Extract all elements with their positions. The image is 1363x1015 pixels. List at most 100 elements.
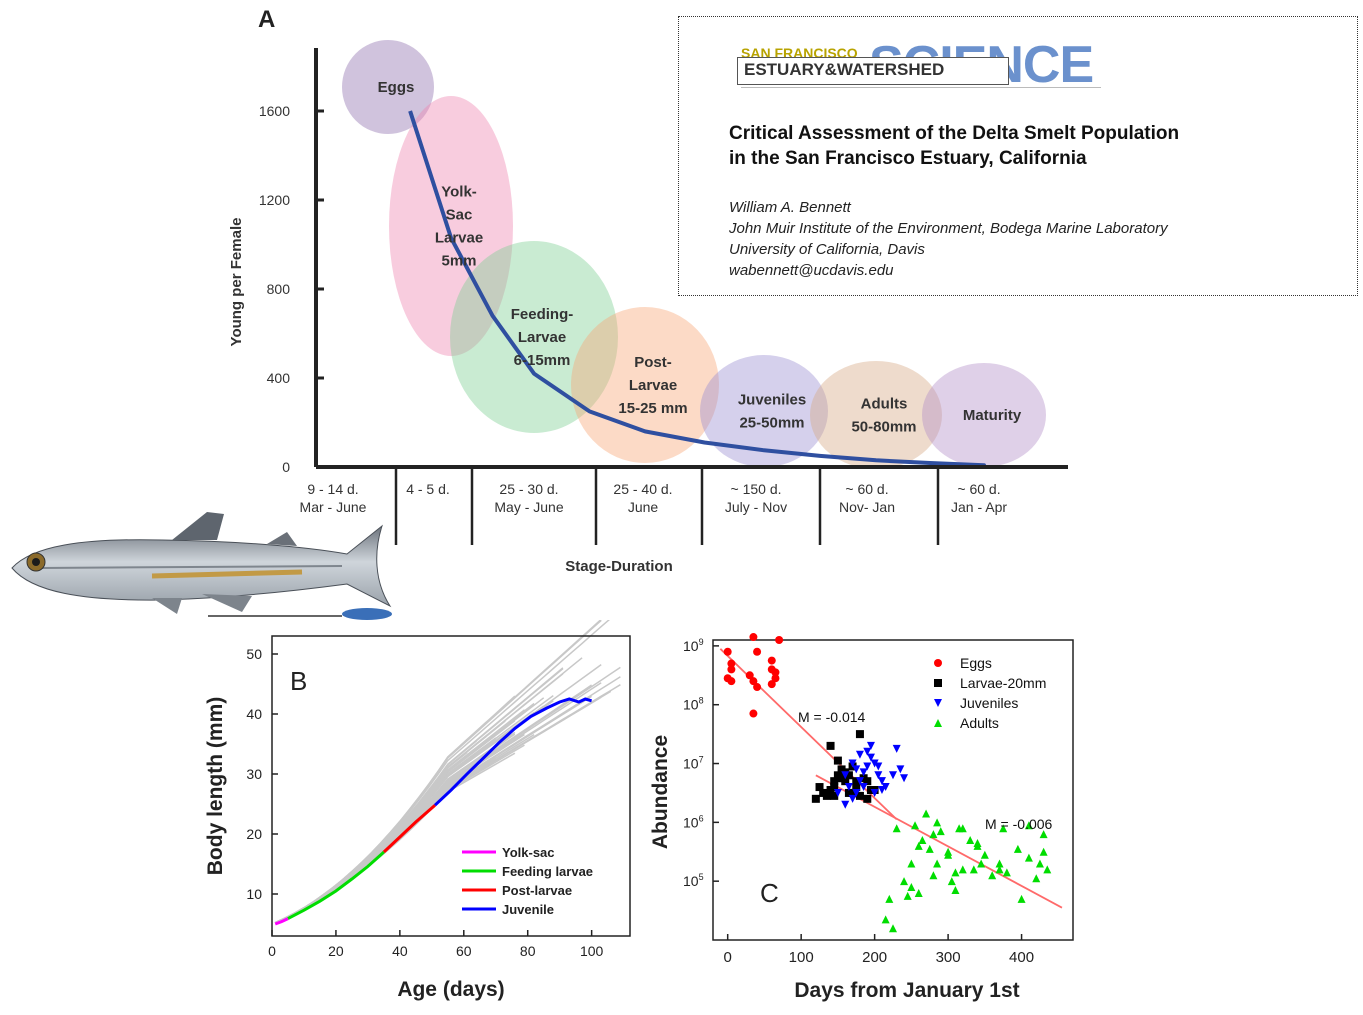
data-point [922,809,931,818]
paper-citation-card: SCIENCE SAN FRANCISCO ESTUARY&WATERSHED … [678,16,1358,296]
y-tick-label: 400 [267,370,291,386]
stage-duration: ~ 60 d. [845,481,888,497]
stage-label: Adults [861,396,908,413]
stage-label: 6-15mm [514,352,571,369]
data-point [874,771,883,780]
series-line [274,917,289,926]
author-affiliation-2: University of California, Davis [729,241,925,258]
logo-estuary-watershed: ESTUARY&WATERSHED [744,60,945,79]
y-tick-label: 800 [267,281,291,297]
stage-bubble [571,307,719,463]
y-tick-label: 50 [246,646,262,662]
y-tick-label: 40 [246,706,262,722]
data-point [815,783,824,792]
data-point [958,865,967,874]
stage-bubble [450,241,618,433]
data-point [934,679,942,687]
data-point [1013,844,1022,853]
data-point [1039,830,1048,839]
data-point [837,774,846,783]
data-point [999,824,1008,833]
legend-label: Post-larvae [502,883,572,898]
data-point [863,762,872,771]
individual-trajectory [274,702,535,924]
x-tick-label: 0 [268,943,276,959]
data-point [951,886,960,894]
series-line [433,697,593,807]
y-tick-label: 30 [246,766,262,782]
data-point [947,877,956,886]
data-point [855,750,864,759]
data-point [988,871,997,880]
data-point [771,668,780,677]
x-tick-label: 60 [456,943,472,959]
panel-b-chart: 0 20 40 60 80 100 10 20 30 40 50 B Body length (mm… [204,620,631,1001]
stage-season: Jan - Apr [951,499,1007,515]
data-point [745,671,754,680]
data-point [980,850,989,859]
data-point [830,783,839,792]
data-point [723,647,732,656]
panel-a-chart: A Eggs Yolk- Sac Larvae 5mm Feeding- Larvae 6-1… [228,6,1068,575]
data-point [833,788,842,797]
stage-label: Larvae [435,230,483,247]
data-point [852,788,861,797]
author-name: William A. Bennett [729,199,851,216]
y-axis-label: Young per Female [228,218,245,347]
data-point [881,915,890,924]
annotation-slope-1: M = -0.014 [798,709,866,725]
data-point [929,830,938,839]
data-point [855,791,864,800]
data-point [933,859,942,868]
stage-label: 25-50mm [739,415,804,432]
paper-title-line-2: in the San Francisco Estuary, California [729,148,1087,169]
data-point [866,741,875,750]
data-point [1035,859,1044,868]
stage-label: 15-25 mm [618,400,687,417]
panel-c-letter: C [760,878,779,908]
data-point [896,765,905,774]
data-point [844,788,853,797]
annotation-slope-2: M = -0.006 [985,816,1053,832]
stage-label: 50-80mm [851,419,916,436]
y-tick-label: 1200 [259,192,290,208]
y-tick-label: 105 [683,872,704,889]
data-point [907,859,916,868]
stage-duration: 9 - 14 d. [307,481,358,497]
data-point [844,783,853,792]
paper-title: Critical Assessment of the Delta Smelt P… [729,121,1329,171]
x-tick-label: 200 [862,949,887,966]
data-point [918,836,927,844]
stage-season: Mar - June [300,499,367,515]
data-point [852,765,861,774]
legend-label: Feeding larvae [502,864,593,879]
data-point [995,859,1004,868]
data-point [822,791,831,800]
young-per-female-curve [408,110,986,468]
x-tick-label: 300 [936,949,961,966]
data-point [844,771,853,780]
legend-label: Juvenile [502,902,554,917]
data-point [966,836,975,844]
delta-smelt-illustration [11,512,392,620]
y-tick-label: 106 [683,813,704,830]
individual-trajectory [274,738,497,924]
data-point [727,677,736,686]
data-point [900,774,909,783]
data-point [892,824,901,833]
y-tick-label: 0 [282,459,290,475]
data-point [749,709,758,718]
y-tick-label: 1600 [259,103,290,119]
x-tick-label: 20 [328,943,344,959]
stage-label: Maturity [963,407,1022,424]
x-axis-label: Days from January 1st [794,979,1019,1002]
data-point [771,674,780,683]
data-point [925,844,934,853]
series-line [287,850,385,920]
data-point [767,656,776,665]
stage-season: June [628,499,659,515]
x-tick-label: 100 [580,943,604,959]
x-axis-label: Stage-Duration [565,558,673,575]
data-point [944,850,953,859]
